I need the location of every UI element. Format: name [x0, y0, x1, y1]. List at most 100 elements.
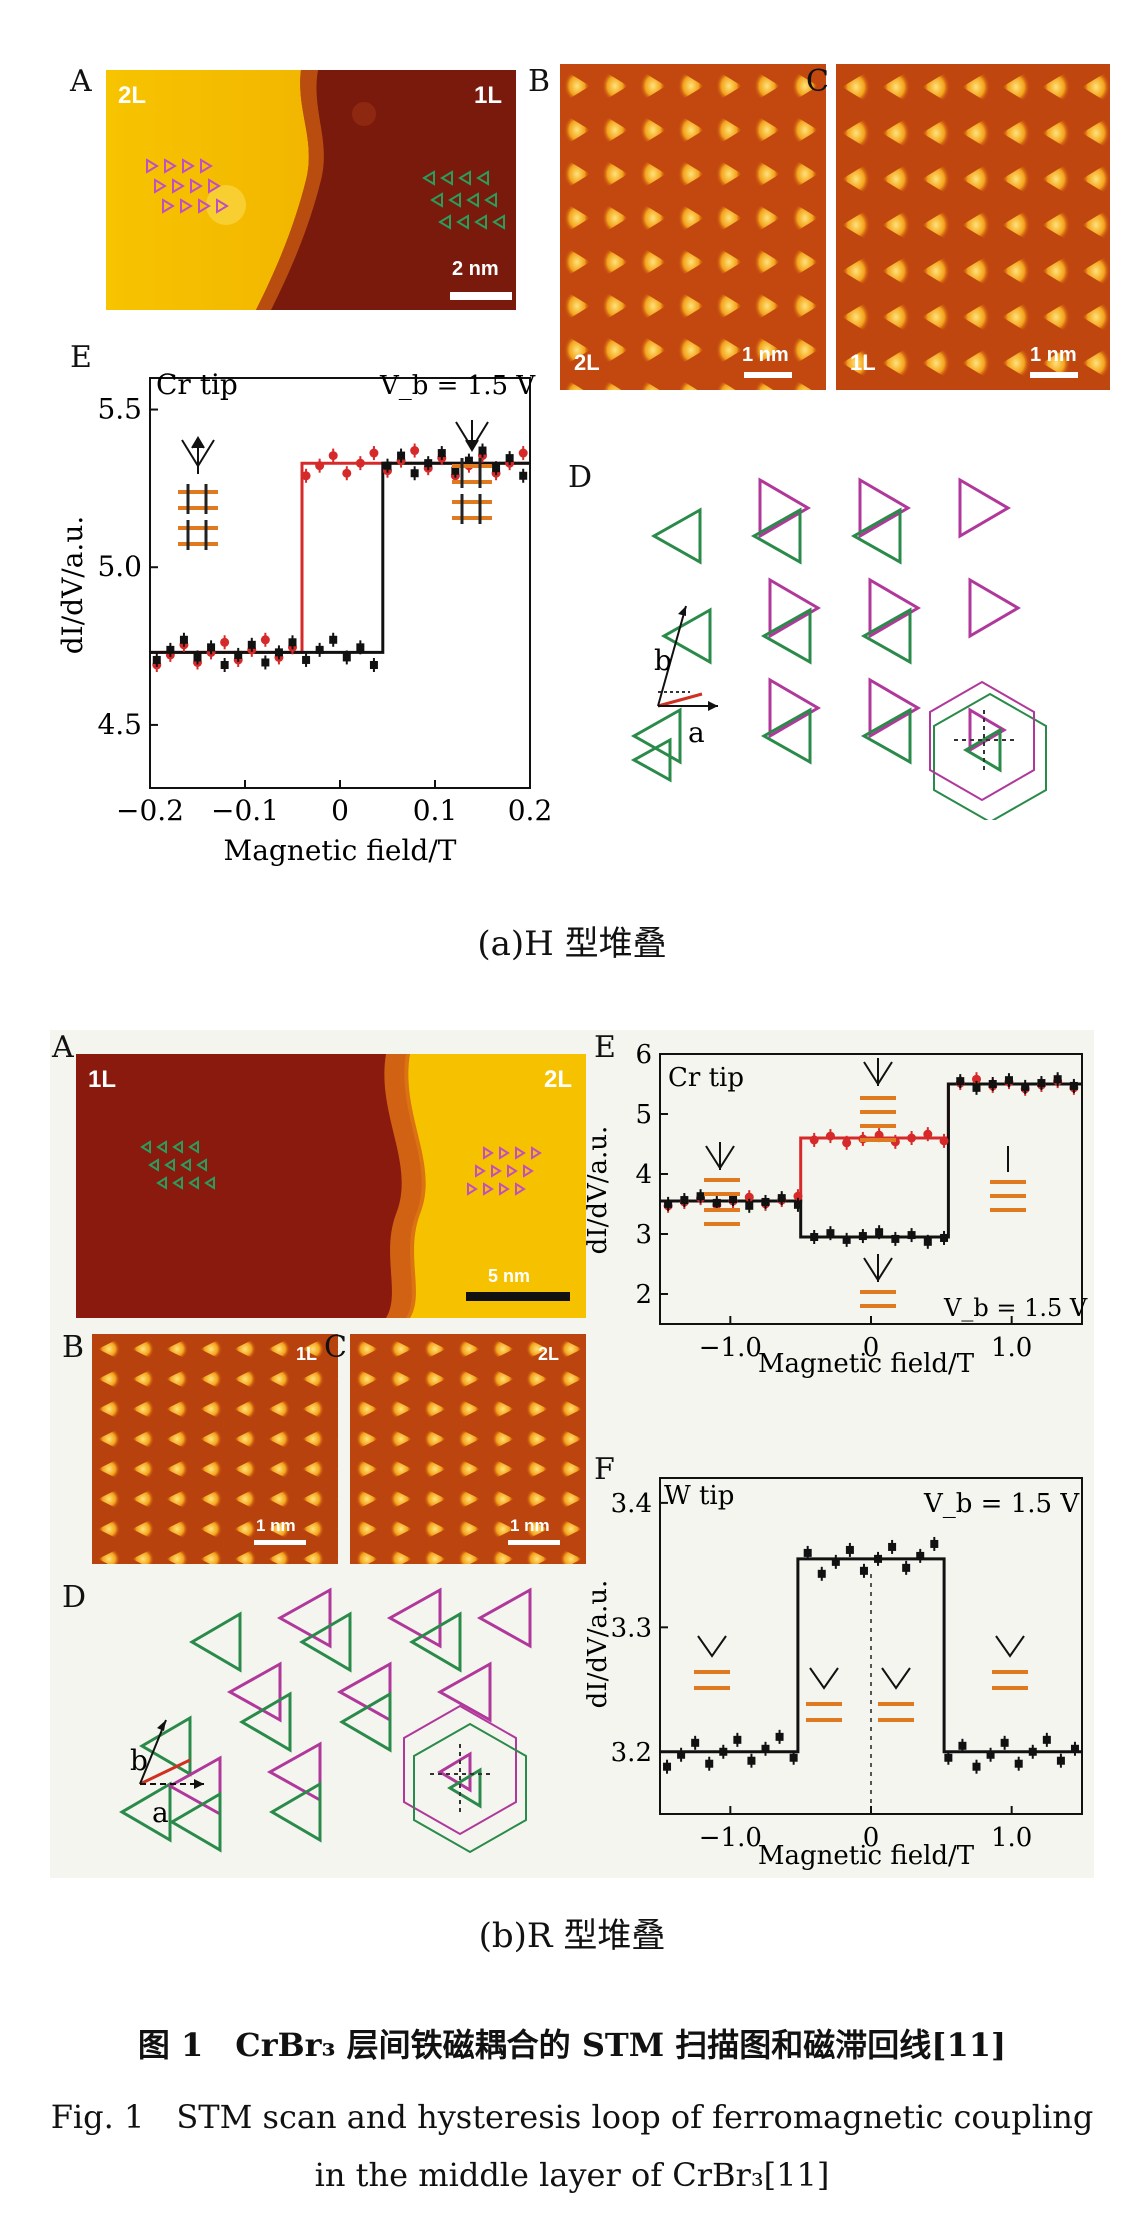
atomic-lattice-c-b — [350, 1334, 586, 1564]
data-point — [355, 458, 365, 468]
y-tick-label: 3.3 — [611, 1613, 652, 1643]
tip-label-e-b: Cr tip — [668, 1063, 744, 1093]
panel-c-letter-a: C — [806, 64, 829, 99]
x-tick-label: −0.2 — [116, 794, 184, 827]
x-tick-label: 1.0 — [991, 1823, 1032, 1853]
data-point — [397, 451, 406, 460]
data-point — [972, 1074, 981, 1084]
data-point — [247, 640, 256, 649]
label-1l-b-b: 1L — [296, 1344, 318, 1364]
data-point — [179, 635, 188, 644]
plot-frame-e-b — [659, 1053, 1083, 1325]
scale-bar-c-b — [508, 1540, 560, 1545]
bilayer-spin-icon-1-e-a — [178, 484, 218, 550]
scale-label-b-b: 1 nm — [256, 1516, 296, 1535]
data-point — [907, 1133, 917, 1143]
data-point — [874, 1130, 884, 1140]
panel-e-letter-a: E — [70, 340, 92, 375]
figure-caption-english-line1: Fig. 1 STM scan and hysteresis loop of f… — [50, 2098, 1094, 2136]
data-point — [1070, 1744, 1079, 1753]
data-point — [260, 635, 270, 645]
y-tick-label: 4.5 — [97, 708, 142, 741]
data-point — [451, 466, 460, 475]
scale-bar-c-a — [1030, 372, 1078, 378]
data-point — [383, 461, 392, 470]
data-point — [809, 1135, 819, 1145]
y-tick-label: 5.5 — [97, 393, 142, 426]
panel-f-letter-b: F — [594, 1452, 615, 1487]
data-point — [745, 1201, 754, 1210]
data-point — [1069, 1081, 1078, 1090]
data-point — [663, 1762, 672, 1771]
data-point — [301, 471, 311, 481]
stm-image-b-a — [560, 64, 826, 390]
data-point — [810, 1233, 819, 1241]
data-point — [696, 1192, 705, 1201]
data-point — [845, 1545, 854, 1554]
data-point — [329, 635, 338, 644]
data-point — [220, 637, 230, 647]
tip-icons-f-b — [697, 1635, 1025, 1690]
spin-icons-e-b — [705, 1058, 1009, 1282]
y-tick-label: 2 — [635, 1280, 652, 1310]
xlabel-f-b: Magnetic field/T — [758, 1841, 975, 1871]
y-tick-label: 4 — [635, 1160, 652, 1190]
data-point — [410, 469, 419, 478]
triangle-markers-2l-a — [146, 158, 229, 214]
scale-bar-a-b — [466, 1292, 570, 1301]
atomic-lattice-b-a — [560, 64, 826, 390]
data-point — [677, 1750, 686, 1759]
scale-label-c-a: 1 nm — [1030, 344, 1077, 366]
data-point — [207, 643, 216, 652]
data-point — [478, 446, 487, 455]
data-point — [315, 645, 324, 654]
data-point — [891, 1234, 900, 1243]
data-point — [220, 661, 229, 669]
ylabel-f-b: dI/dV/a.u. — [583, 1580, 613, 1709]
bias-label-e-a: V_b = 1.5 V — [379, 371, 536, 401]
data-point — [825, 1131, 835, 1141]
xlabel-e-a: Magnetic field/T — [224, 834, 457, 867]
panel-a-letter-b: A — [52, 1030, 74, 1065]
data-point — [916, 1551, 925, 1560]
bilayer-spin-icon-2-e-a — [452, 458, 492, 524]
data-point — [1000, 1738, 1009, 1747]
data-point — [859, 1566, 868, 1575]
x-tick-label: −0.1 — [211, 794, 279, 827]
data-point — [907, 1231, 916, 1240]
data-point — [288, 638, 297, 647]
series-line — [150, 461, 530, 654]
data-point — [369, 448, 379, 458]
tip-label-f-b: W tip — [664, 1481, 734, 1511]
scale-bar-b-a — [744, 372, 792, 378]
data-point — [944, 1753, 953, 1762]
data-point — [956, 1077, 965, 1086]
x-tick-label: 1.0 — [991, 1333, 1032, 1363]
stm-image-a-a — [106, 70, 516, 310]
data-point — [274, 648, 283, 657]
caption-part-a: (a)H 型堆叠 — [477, 924, 667, 964]
x-tick-label: 0.2 — [508, 794, 553, 827]
data-point — [1021, 1082, 1030, 1091]
data-point — [888, 1542, 897, 1551]
atomic-lattice-b-b — [92, 1334, 338, 1564]
x-tick-label: 0 — [863, 1823, 880, 1853]
stm-image-b-b — [92, 1334, 338, 1564]
atomic-lattice-c-a — [836, 64, 1110, 390]
data-point — [342, 653, 351, 662]
label-1l-c-a: 1L — [850, 350, 876, 375]
scale-label-b-a: 1 nm — [742, 344, 789, 366]
label-2l-c-b: 2L — [538, 1344, 560, 1364]
data-point — [1014, 1759, 1023, 1768]
data-point — [519, 471, 528, 480]
ylabel-e-a: dI/dV/a.u. — [56, 516, 89, 655]
data-point — [464, 456, 473, 465]
bias-label-e-b: V_b = 1.5 V — [943, 1294, 1088, 1322]
panel-b-letter-a: B — [528, 64, 551, 99]
data-point — [733, 1735, 742, 1744]
data-point — [719, 1747, 728, 1756]
data-point — [986, 1750, 995, 1759]
stm-image-c-b — [350, 1334, 586, 1564]
data-point — [193, 653, 202, 662]
data-point — [831, 1557, 840, 1566]
